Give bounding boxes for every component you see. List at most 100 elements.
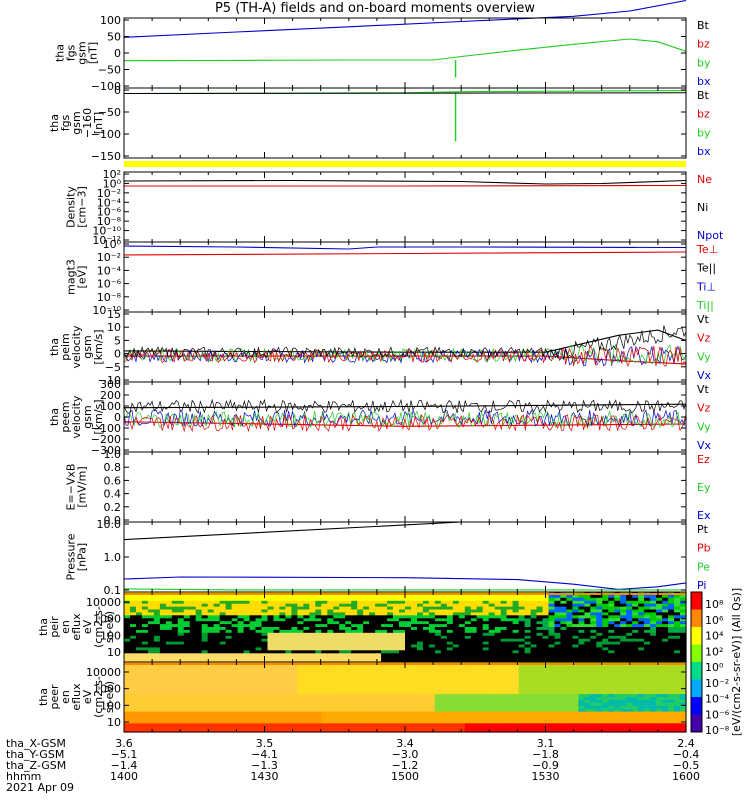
- legend-by: by: [697, 126, 711, 139]
- y-tick-label: 10⁻⁴: [97, 264, 122, 277]
- temperature-series-Ti⊥: [123, 245, 687, 250]
- y-tick-label: −200: [91, 433, 121, 446]
- density-ylabel: Density[cm−3]: [65, 186, 89, 228]
- y-axis-label: [nT]: [92, 112, 105, 134]
- y-axis-label: velocity: [70, 395, 83, 438]
- y-axis-label: peer: [48, 684, 61, 710]
- legend-Te⊥: Te⊥: [696, 243, 718, 256]
- panel-efield: 1.00.80.60.40.20.0 E=−VxB[mV/m] Ez Ey Ex: [65, 448, 711, 527]
- legend-Vx: Vx: [697, 369, 712, 382]
- y-axis-label: (cm2-s-: [92, 676, 105, 718]
- y-tick-label: −100: [91, 422, 121, 435]
- colorbar-tick: 10⁸: [705, 598, 724, 611]
- legend-Ne: Ne: [697, 173, 712, 186]
- panel-peer-spec: 10000100010010thapeerenefluxeV(cm2-s-sr-…: [37, 661, 687, 733]
- y-tick-label: 0: [114, 411, 121, 424]
- fgs-series-by: [123, 38, 687, 62]
- x-tick-value: 3.1: [536, 737, 555, 750]
- y-tick-label: 1.0: [104, 448, 122, 461]
- colorbar-tick: 10⁰: [705, 661, 724, 674]
- y-axis-label: en: [59, 690, 72, 704]
- y-axis-label: magt3: [65, 259, 78, 295]
- colorbar-tick: 10⁻⁶: [705, 708, 730, 721]
- y-tick-label: 0: [114, 84, 121, 97]
- y-tick-label: 0.0: [104, 514, 122, 527]
- x-tick-value: 3.6: [115, 737, 133, 750]
- y-axis-label: sr-eV): [103, 611, 116, 643]
- legend-Ti⊥: Ti⊥: [696, 280, 716, 293]
- y-tick-label: 10⁻⁸: [97, 291, 122, 304]
- y-axis-label: peir: [48, 616, 61, 638]
- y-axis-label: tha: [48, 338, 61, 356]
- density-series-Ne: [124, 184, 687, 187]
- x-tick-value: −0.4: [672, 748, 700, 761]
- y-tick-label: 1.0: [104, 551, 122, 564]
- legend-bz: bz: [697, 38, 710, 51]
- peir-spec-heatmap: [124, 592, 687, 663]
- y-tick-label: 200: [100, 389, 121, 402]
- peem-velocity-series-Vz: [123, 421, 687, 427]
- y-axis-label: [nPa]: [76, 543, 89, 571]
- y-axis-label: [mV/m]: [76, 466, 89, 507]
- y-axis-label: eflux: [70, 683, 83, 711]
- y-tick-label: 10⁻²: [97, 251, 121, 264]
- date-label: 2021 Apr 09: [6, 781, 75, 794]
- peem-velocity-noise: [123, 398, 687, 433]
- legend-Bt: Bt: [697, 89, 710, 102]
- colorbar-tick: 10⁶: [705, 614, 724, 627]
- pressure-series-Pi: [123, 576, 687, 590]
- x-tick-value: 3.5: [255, 737, 274, 750]
- colorbar-tick: 10⁴: [705, 630, 724, 643]
- y-tick-label: 10⁻²: [97, 187, 121, 200]
- colorbar-tick: 10⁻⁴: [705, 693, 730, 706]
- y-axis-label: [cm−3]: [76, 186, 89, 228]
- legend-Vt: Vt: [697, 383, 710, 396]
- legend-Pb: Pb: [697, 542, 711, 555]
- panel-density: 10²10⁰10⁻²10⁻⁴10⁻⁶10⁻⁸10⁻¹⁰10⁻¹²Density[…: [65, 168, 724, 247]
- y-tick-label: −100: [91, 80, 121, 93]
- y-axis-label: tha: [48, 114, 61, 132]
- y-tick-label: 10⁻¹²: [92, 234, 121, 247]
- colorbar-label: [eV/(cm2-s-sr-eV)] (All Qs)]: [730, 588, 743, 736]
- y-tick-label: 0.6: [104, 474, 122, 487]
- y-tick-label: −50: [98, 106, 121, 119]
- y-axis-label: tha: [37, 618, 50, 636]
- colorbar-tick: 10⁻²: [705, 677, 729, 690]
- panel-pressure: 10.0 1.0 0.1 Pressure[nPa] Pt Pb Pe Pi: [65, 518, 711, 597]
- legend-Vz: Vz: [697, 402, 711, 415]
- y-tick-label: −300: [91, 444, 121, 457]
- y-tick-label: 100: [100, 400, 121, 413]
- legend-Vx: Vx: [697, 439, 712, 452]
- legend-Bt: Bt: [697, 19, 710, 32]
- legend-Ez: Ez: [697, 453, 710, 466]
- y-tick-label: 10000: [86, 596, 121, 609]
- colorbar-tick: 10²: [705, 645, 723, 658]
- y-tick-label: −5: [105, 361, 121, 374]
- colorbar-tick: 10⁻⁸: [705, 724, 730, 737]
- x-tick-value: −3.0: [391, 748, 419, 761]
- y-axis-label: eflux: [70, 613, 83, 641]
- panel-temperature: 10⁰10⁻²10⁻⁴10⁻⁶10⁻⁸10⁻¹⁰magt3[eV]Te⊥Te||…: [65, 238, 719, 317]
- y-tick-label: 10⁰: [103, 177, 122, 190]
- y-tick-label: 1000: [93, 613, 121, 626]
- legend-Pt: Pt: [697, 523, 709, 536]
- y-tick-label: 10: [107, 321, 121, 334]
- peim-velocity-series-Vz: [124, 355, 687, 365]
- legend-Ni: Ni: [697, 201, 708, 214]
- legend-bx: bx: [697, 145, 711, 158]
- y-axis-label: tha: [37, 688, 50, 706]
- y-tick-label: 10⁻¹⁰: [92, 304, 121, 317]
- y-tick-label: 300: [100, 378, 121, 391]
- x-tick-value: 2.4: [677, 737, 695, 750]
- y-axis-label: eV: [81, 619, 94, 634]
- y-tick-label: 0.2: [104, 501, 122, 514]
- peer-spec-heatmap: [124, 662, 687, 733]
- x-axis-row-label: hhmm: [6, 770, 42, 783]
- y-tick-label: 50: [107, 31, 121, 44]
- y-tick-label: 10⁻⁶: [97, 278, 122, 291]
- y-axis-label: peem: [59, 401, 72, 432]
